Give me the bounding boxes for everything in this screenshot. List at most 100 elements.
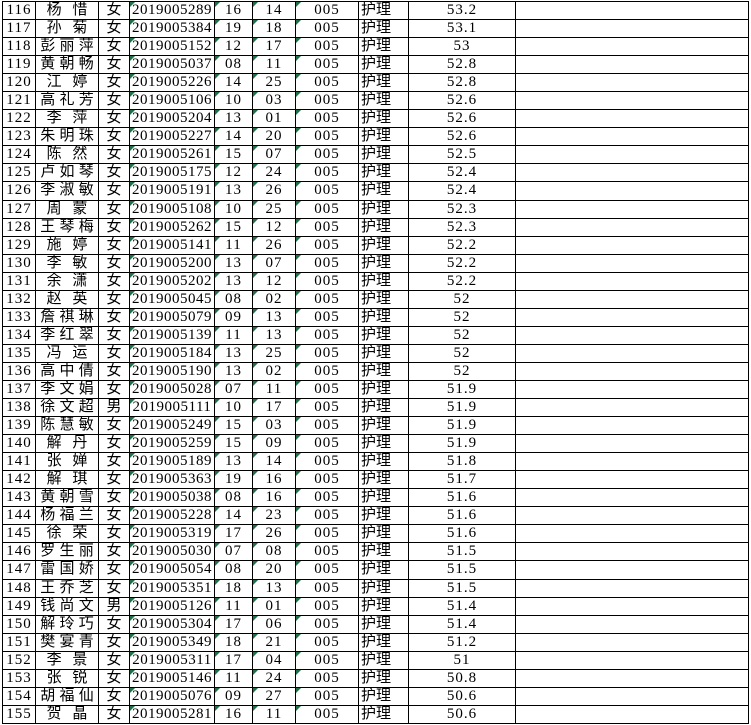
cell-empty[interactable] (515, 181, 749, 201)
cell-number-2[interactable]: 02 (252, 289, 296, 309)
cell-row-number[interactable]: 128 (2, 217, 36, 237)
cell-name[interactable]: 高中倩 (35, 361, 99, 381)
cell-row-number[interactable]: 139 (2, 416, 36, 436)
cell-exam-id[interactable]: 2019005175 (129, 163, 215, 183)
cell-score[interactable]: 51.5 (408, 578, 516, 598)
cell-exam-id[interactable]: 2019005146 (129, 668, 215, 688)
cell-position-code[interactable]: 005 (295, 398, 359, 418)
cell-number-2[interactable]: 13 (252, 578, 296, 598)
cell-position-code[interactable]: 005 (295, 199, 359, 219)
cell-number-1[interactable]: 15 (214, 416, 253, 436)
cell-empty[interactable] (515, 578, 749, 598)
cell-position-code[interactable]: 005 (295, 361, 359, 381)
cell-row-number[interactable]: 149 (2, 596, 36, 616)
cell-position-code[interactable]: 005 (295, 488, 359, 508)
cell-number-1[interactable]: 07 (214, 542, 253, 562)
cell-gender[interactable]: 女 (98, 109, 130, 129)
cell-score[interactable]: 51.2 (408, 632, 516, 652)
cell-number-2[interactable]: 17 (252, 37, 296, 57)
cell-name[interactable]: 李淑敏 (35, 181, 99, 201)
cell-empty[interactable] (515, 506, 749, 526)
cell-empty[interactable] (515, 524, 749, 544)
cell-name[interactable]: 胡福仙 (35, 686, 99, 706)
cell-exam-id[interactable]: 2019005249 (129, 416, 215, 436)
cell-position-code[interactable]: 005 (295, 55, 359, 75)
cell-position-name[interactable]: 护理 (358, 343, 409, 363)
cell-position-code[interactable]: 005 (295, 596, 359, 616)
cell-name[interactable]: 江婷 (35, 73, 99, 93)
cell-position-code[interactable]: 005 (295, 271, 359, 291)
cell-number-1[interactable]: 10 (214, 91, 253, 111)
cell-gender[interactable]: 女 (98, 307, 130, 327)
cell-number-1[interactable]: 13 (214, 109, 253, 129)
cell-score[interactable]: 53 (408, 37, 516, 57)
cell-name[interactable]: 解丹 (35, 434, 99, 454)
cell-number-2[interactable]: 06 (252, 614, 296, 634)
cell-name[interactable]: 罗生丽 (35, 542, 99, 562)
cell-position-code[interactable]: 005 (295, 145, 359, 165)
cell-position-code[interactable]: 005 (295, 506, 359, 526)
cell-score[interactable]: 51.4 (408, 614, 516, 634)
cell-number-2[interactable]: 04 (252, 650, 296, 670)
cell-row-number[interactable]: 140 (2, 434, 36, 454)
cell-number-2[interactable]: 12 (252, 217, 296, 237)
cell-gender[interactable]: 女 (98, 145, 130, 165)
cell-gender[interactable]: 女 (98, 434, 130, 454)
cell-gender[interactable]: 女 (98, 271, 130, 291)
cell-row-number[interactable]: 148 (2, 578, 36, 598)
cell-number-2[interactable]: 26 (252, 235, 296, 255)
cell-number-2[interactable]: 16 (252, 470, 296, 490)
cell-empty[interactable] (515, 253, 749, 273)
cell-position-code[interactable]: 005 (295, 542, 359, 562)
cell-empty[interactable] (515, 650, 749, 670)
cell-row-number[interactable]: 154 (2, 686, 36, 706)
cell-score[interactable]: 51.6 (408, 506, 516, 526)
cell-number-2[interactable]: 14 (252, 0, 296, 21)
cell-gender[interactable]: 女 (98, 524, 130, 544)
cell-row-number[interactable]: 124 (2, 145, 36, 165)
cell-position-name[interactable]: 护理 (358, 271, 409, 291)
cell-score[interactable]: 52.2 (408, 235, 516, 255)
cell-row-number[interactable]: 143 (2, 488, 36, 508)
cell-number-2[interactable]: 20 (252, 560, 296, 580)
cell-number-1[interactable]: 14 (214, 127, 253, 147)
cell-gender[interactable]: 女 (98, 560, 130, 580)
cell-exam-id[interactable]: 2019005141 (129, 235, 215, 255)
cell-gender[interactable]: 女 (98, 361, 130, 381)
cell-exam-id[interactable]: 2019005384 (129, 19, 215, 39)
cell-score[interactable]: 52.3 (408, 199, 516, 219)
cell-gender[interactable]: 女 (98, 542, 130, 562)
cell-number-2[interactable]: 12 (252, 271, 296, 291)
cell-gender[interactable]: 女 (98, 506, 130, 526)
cell-empty[interactable] (515, 217, 749, 237)
cell-position-code[interactable]: 005 (295, 0, 359, 21)
cell-empty[interactable] (515, 37, 749, 57)
cell-row-number[interactable]: 144 (2, 506, 36, 526)
cell-position-name[interactable]: 护理 (358, 686, 409, 706)
cell-name[interactable]: 王琴梅 (35, 217, 99, 237)
cell-score[interactable]: 50.6 (408, 704, 516, 724)
cell-score[interactable]: 52.6 (408, 127, 516, 147)
cell-number-1[interactable]: 19 (214, 470, 253, 490)
cell-number-1[interactable]: 13 (214, 253, 253, 273)
cell-exam-id[interactable]: 2019005363 (129, 470, 215, 490)
cell-position-name[interactable]: 护理 (358, 37, 409, 57)
cell-position-name[interactable]: 护理 (358, 253, 409, 273)
cell-empty[interactable] (515, 560, 749, 580)
cell-empty[interactable] (515, 343, 749, 363)
cell-score[interactable]: 51.9 (408, 416, 516, 436)
cell-name[interactable]: 徐文超 (35, 398, 99, 418)
cell-name[interactable]: 钱尚文 (35, 596, 99, 616)
cell-number-2[interactable]: 11 (252, 704, 296, 724)
cell-number-1[interactable]: 08 (214, 488, 253, 508)
cell-row-number[interactable]: 147 (2, 560, 36, 580)
cell-name[interactable]: 彭丽萍 (35, 37, 99, 57)
cell-position-code[interactable]: 005 (295, 19, 359, 39)
cell-exam-id[interactable]: 2019005289 (129, 0, 215, 21)
cell-exam-id[interactable]: 2019005038 (129, 488, 215, 508)
cell-gender[interactable]: 女 (98, 73, 130, 93)
cell-position-name[interactable]: 护理 (358, 235, 409, 255)
cell-exam-id[interactable]: 2019005311 (129, 650, 215, 670)
cell-position-name[interactable]: 护理 (358, 55, 409, 75)
cell-row-number[interactable]: 125 (2, 163, 36, 183)
